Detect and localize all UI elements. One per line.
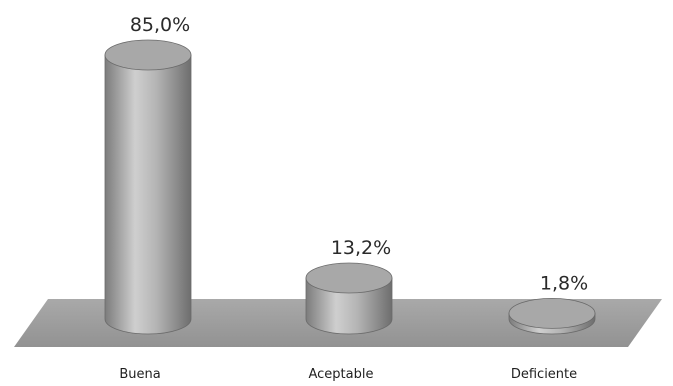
bar-deficiente [508,298,596,335]
chart-marks: 85,0% Buena 13,2% Aceptable 1,8% Deficiente [104,14,596,382]
category-label: Deficiente [511,367,577,382]
bar-aceptable [305,262,393,335]
category-label: Aceptable [309,367,374,382]
bar-body [305,277,393,335]
value-label: 1,8% [540,272,588,294]
value-label: 85,0% [130,14,190,36]
bar-top [508,298,596,329]
bar-top [305,262,393,294]
bar-body [104,54,192,335]
bar-buena [104,39,192,335]
bar-top [104,39,192,71]
category-label: Buena [119,367,160,382]
value-label: 13,2% [331,237,391,259]
